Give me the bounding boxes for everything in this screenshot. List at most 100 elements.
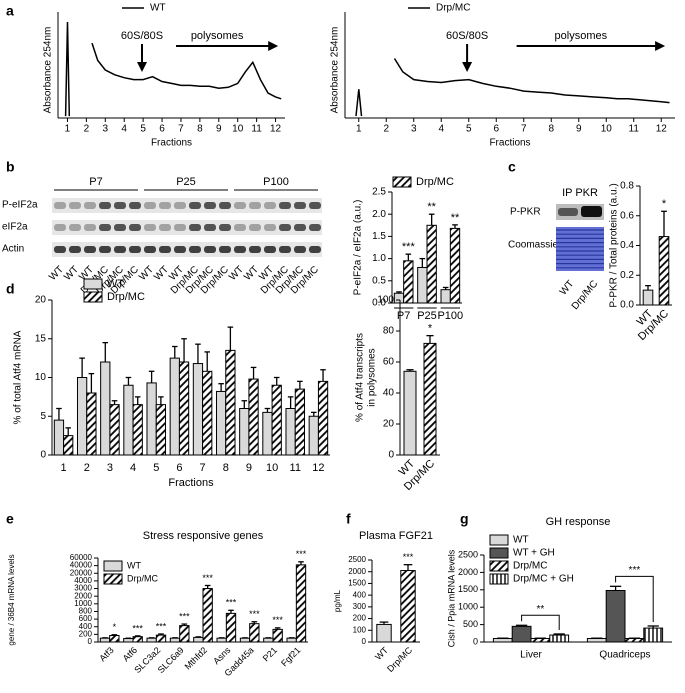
blot-band	[219, 246, 231, 253]
x-tick-label: P21	[261, 645, 279, 663]
y-tick-label: 15	[35, 333, 47, 344]
legend-label: WT	[513, 535, 529, 546]
significance: *	[428, 323, 433, 335]
bar	[76, 377, 88, 456]
bar	[586, 638, 607, 643]
bar	[449, 227, 461, 304]
y-tick-label: 200	[79, 629, 93, 638]
x-tick-label: 8	[197, 124, 203, 135]
blot-band	[144, 246, 156, 253]
legend-label: Drp/MC	[127, 573, 158, 583]
legend-label: WT	[150, 3, 166, 14]
panel-letter: g	[460, 511, 469, 527]
chart-title: GH response	[546, 516, 611, 528]
bar	[169, 637, 181, 643]
lane-label: WT	[558, 279, 576, 298]
x-tick-label: 2	[84, 124, 90, 135]
bar	[86, 392, 97, 456]
blot-band	[309, 224, 321, 231]
blot-strip	[52, 198, 322, 213]
bar	[511, 625, 532, 643]
x-tick-label: Atf3	[97, 645, 115, 663]
significance: ***	[402, 241, 416, 253]
blot-band	[144, 202, 156, 209]
blot-band	[189, 246, 201, 253]
legend-label: WT	[107, 278, 124, 290]
blot-band	[249, 202, 261, 209]
x-tick-label: 12	[270, 124, 282, 135]
x-tick-label: 3	[411, 124, 417, 135]
y-tick-label: 0.5	[372, 275, 386, 286]
blot-band	[54, 202, 66, 209]
blot-row-label: Actin	[2, 244, 24, 255]
blot-band	[234, 224, 246, 231]
blot-ip-label: IP PKR	[562, 187, 598, 199]
significance: *	[662, 198, 667, 210]
bar	[215, 390, 227, 456]
bar	[109, 635, 120, 643]
x-tick-label: 5	[466, 124, 472, 135]
x-tick-label: Quadriceps	[599, 650, 650, 661]
arrow-head	[268, 41, 279, 51]
x-tick-label: 1	[65, 124, 71, 135]
significance: ***	[629, 565, 641, 576]
bar	[492, 638, 513, 643]
y-axis-label: P-eIF2a / eIF2a (a.u.)	[353, 200, 364, 296]
blot-band	[309, 246, 321, 253]
y-tick-label: 2.0	[372, 209, 386, 220]
x-tick-label: 6	[493, 124, 499, 135]
y-tick-label: 10	[35, 372, 47, 383]
blot-row-label: P-PKR	[510, 207, 541, 218]
x-tick-label: 4	[130, 462, 136, 474]
bar	[263, 637, 274, 643]
blot-band	[204, 246, 216, 253]
blot-band	[558, 208, 578, 216]
blot-band	[204, 224, 216, 231]
significance-bracket	[615, 575, 654, 622]
x-tick-label: 2	[383, 124, 389, 135]
y-axis-label: P-PKR / Total proteins (a.u.)	[609, 183, 620, 307]
chart-title: Stress responsive genes	[143, 530, 264, 542]
significance: **	[537, 604, 545, 615]
y-tick-label: 0	[40, 450, 46, 461]
y-tick-label: 2000	[74, 591, 92, 600]
arrow-head	[655, 41, 666, 51]
x-tick-label: 8	[223, 462, 229, 474]
y-tick-label: 0.8	[620, 181, 634, 192]
x-tick-label: 1	[61, 462, 67, 474]
x-tick-label: 6	[159, 124, 165, 135]
x-tick-label: 7	[178, 124, 184, 135]
annotation: polysomes	[555, 30, 608, 42]
blot-band	[84, 246, 96, 253]
arrow-head	[136, 62, 147, 72]
blot-band	[189, 202, 201, 209]
arrow-head	[462, 62, 473, 72]
blot-band	[159, 246, 171, 253]
x-tick-label: 8	[548, 124, 554, 135]
bar	[642, 289, 654, 306]
y-tick-label: 3000	[74, 584, 92, 593]
bar	[294, 388, 306, 456]
y-tick-label: 80	[383, 326, 395, 337]
x-tick-label: 9	[576, 124, 582, 135]
blot-strip	[52, 220, 322, 235]
bar	[417, 266, 428, 304]
panel-letter: a	[6, 3, 14, 19]
bar	[225, 349, 236, 456]
x-tick-label: 3	[103, 124, 109, 135]
bar	[216, 637, 227, 643]
x-tick-label: WT	[373, 645, 390, 662]
bar	[239, 637, 251, 643]
bar	[376, 623, 392, 643]
x-tick-label: 12	[312, 462, 324, 474]
significance: ***	[249, 609, 260, 619]
significance: ***	[272, 615, 283, 625]
bar	[155, 634, 167, 643]
bar	[262, 411, 273, 456]
y-axis-label: % of total Atf4 mRNA	[13, 330, 24, 424]
y-tick-label: 100	[353, 625, 367, 634]
bar	[202, 370, 213, 456]
y-tick-label: 0.0	[620, 300, 634, 311]
blot-band	[279, 246, 291, 253]
y-axis-label: gene / 36B4 mRNA levels	[7, 554, 16, 645]
